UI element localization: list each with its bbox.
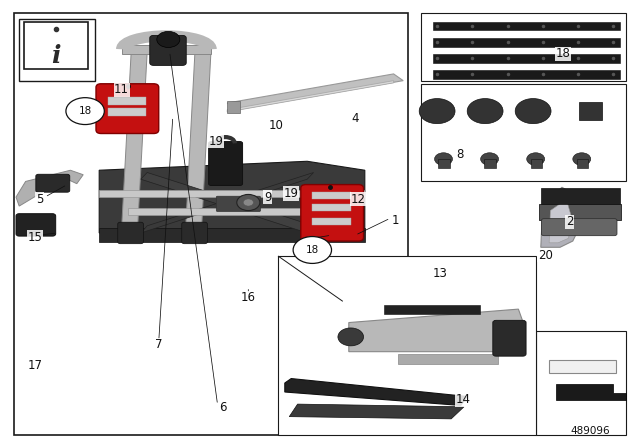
Text: 5: 5 xyxy=(36,193,44,206)
Circle shape xyxy=(338,328,364,346)
Bar xyxy=(433,38,620,47)
Text: 11: 11 xyxy=(114,83,129,96)
Text: 12: 12 xyxy=(351,193,366,206)
FancyBboxPatch shape xyxy=(216,196,260,211)
Text: 17: 17 xyxy=(28,358,43,372)
Bar xyxy=(24,22,88,69)
Bar xyxy=(312,218,351,225)
Polygon shape xyxy=(141,172,314,233)
Text: 15: 15 xyxy=(28,231,43,244)
FancyBboxPatch shape xyxy=(150,35,186,65)
Bar xyxy=(19,19,95,81)
Bar xyxy=(421,13,626,81)
FancyBboxPatch shape xyxy=(541,219,617,236)
Circle shape xyxy=(150,36,182,58)
Text: 1: 1 xyxy=(392,214,399,227)
Polygon shape xyxy=(398,354,498,364)
Polygon shape xyxy=(541,188,620,204)
Circle shape xyxy=(515,99,551,124)
Polygon shape xyxy=(285,379,467,405)
Circle shape xyxy=(293,237,332,263)
Bar xyxy=(278,256,536,435)
Polygon shape xyxy=(227,74,403,110)
Polygon shape xyxy=(99,161,365,233)
Polygon shape xyxy=(289,404,464,419)
Text: 14: 14 xyxy=(456,393,471,406)
Bar xyxy=(536,331,626,435)
Circle shape xyxy=(419,99,455,124)
Text: 2: 2 xyxy=(566,215,573,228)
Text: 18: 18 xyxy=(306,245,319,255)
Bar xyxy=(549,360,616,373)
Polygon shape xyxy=(438,159,450,168)
Circle shape xyxy=(435,153,452,165)
Polygon shape xyxy=(186,47,211,228)
Polygon shape xyxy=(16,170,83,206)
Text: 10: 10 xyxy=(269,119,284,132)
Polygon shape xyxy=(384,305,480,314)
Text: 4: 4 xyxy=(351,112,359,125)
Circle shape xyxy=(481,153,499,165)
Bar xyxy=(108,97,146,105)
Bar xyxy=(433,54,620,63)
Polygon shape xyxy=(99,228,365,242)
Polygon shape xyxy=(141,172,314,233)
Circle shape xyxy=(66,98,104,125)
Text: 6: 6 xyxy=(219,401,227,414)
Bar xyxy=(312,204,351,211)
Bar xyxy=(421,84,626,181)
Circle shape xyxy=(467,99,503,124)
FancyBboxPatch shape xyxy=(182,222,207,244)
Polygon shape xyxy=(349,309,525,352)
Text: 9: 9 xyxy=(264,190,271,204)
Polygon shape xyxy=(539,204,621,220)
FancyBboxPatch shape xyxy=(301,185,364,241)
Circle shape xyxy=(527,153,545,165)
Polygon shape xyxy=(541,187,581,247)
Circle shape xyxy=(157,31,180,47)
Circle shape xyxy=(573,153,591,165)
Bar xyxy=(108,108,146,116)
Bar xyxy=(579,102,602,120)
Text: 19: 19 xyxy=(284,187,299,200)
Polygon shape xyxy=(577,159,588,168)
Text: 16: 16 xyxy=(241,291,256,305)
Polygon shape xyxy=(484,159,496,168)
Polygon shape xyxy=(122,45,211,54)
FancyBboxPatch shape xyxy=(36,174,70,192)
Text: 20: 20 xyxy=(538,249,553,262)
Text: 7: 7 xyxy=(155,338,163,352)
Text: i: i xyxy=(52,44,61,68)
Bar xyxy=(14,13,408,435)
Bar xyxy=(433,22,620,30)
FancyBboxPatch shape xyxy=(209,142,243,185)
Polygon shape xyxy=(531,159,542,168)
Polygon shape xyxy=(227,81,394,112)
Polygon shape xyxy=(556,384,626,400)
FancyBboxPatch shape xyxy=(96,84,159,134)
FancyBboxPatch shape xyxy=(118,222,143,244)
Bar xyxy=(312,192,351,199)
Polygon shape xyxy=(227,101,240,113)
Circle shape xyxy=(243,199,253,206)
Polygon shape xyxy=(549,199,573,243)
FancyBboxPatch shape xyxy=(16,214,56,236)
Text: 13: 13 xyxy=(433,267,448,280)
Polygon shape xyxy=(99,190,365,197)
Text: 18: 18 xyxy=(79,106,92,116)
Text: 489096: 489096 xyxy=(570,426,610,436)
FancyBboxPatch shape xyxy=(493,320,526,356)
Text: 18: 18 xyxy=(556,47,571,60)
Text: 8: 8 xyxy=(456,148,463,161)
Text: 19: 19 xyxy=(209,134,224,148)
Polygon shape xyxy=(122,52,147,228)
Polygon shape xyxy=(128,208,358,215)
Bar xyxy=(433,70,620,79)
Circle shape xyxy=(237,194,260,211)
